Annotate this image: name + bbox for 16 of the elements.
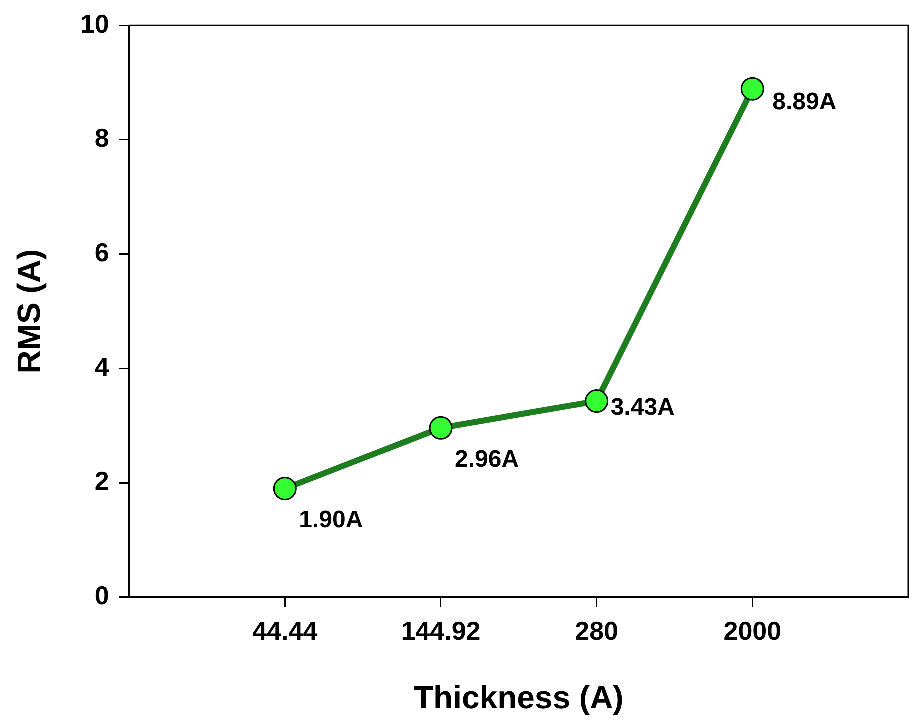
x-tick-label: 44.44 [252, 616, 318, 646]
data-label: 3.43A [610, 394, 675, 421]
data-label: 2.96A [454, 446, 520, 473]
x-axis-title: Thickness (A) [414, 680, 624, 716]
y-tick-label: 6 [94, 237, 110, 268]
y-tick-label: 10 [80, 8, 110, 39]
data-label: 8.89A [772, 88, 837, 116]
x-tick-label: 280 [575, 616, 619, 646]
x-tick-label: 144.92 [401, 616, 481, 646]
y-tick-label: 4 [94, 352, 110, 382]
x-tick-label: 2000 [724, 616, 782, 646]
y-axis-title: RMS (A) [11, 249, 48, 374]
y-tick-label: 2 [94, 466, 110, 496]
data-label: 1.90A [299, 506, 364, 534]
y-tick-label: 8 [94, 123, 110, 154]
y-tick-label: 0 [94, 580, 110, 611]
